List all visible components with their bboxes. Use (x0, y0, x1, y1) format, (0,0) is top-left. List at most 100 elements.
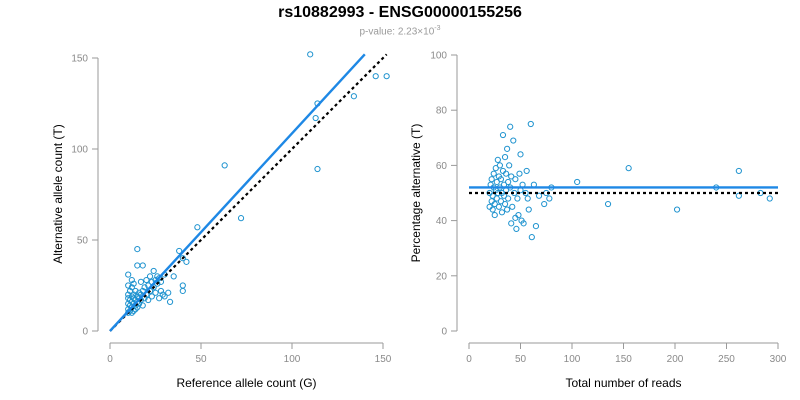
y-tick-label: 0 (82, 327, 88, 338)
data-point (148, 293, 155, 300)
data-point (520, 220, 527, 227)
data-point (150, 267, 157, 275)
panel-allele-counts: 0 50 100 150 0 50 100 150 Reference allele count… (51, 51, 392, 390)
data-point (307, 51, 314, 58)
data-point (504, 145, 511, 152)
data-point (490, 170, 497, 177)
data-point (508, 173, 515, 180)
data-point (488, 176, 495, 183)
data-point (314, 165, 321, 173)
data-point (525, 206, 532, 213)
data-point (139, 262, 146, 269)
data-point (735, 167, 742, 175)
x-tick-label: 300 (770, 354, 787, 365)
data-point (574, 178, 581, 186)
data-point (517, 151, 524, 158)
data-point (766, 195, 773, 202)
data-point (504, 206, 511, 213)
data-point (125, 282, 132, 289)
data-point (496, 162, 503, 169)
data-point (498, 209, 506, 216)
data-point (514, 195, 521, 202)
data-point (350, 93, 357, 100)
x-tick-label: 150 (615, 354, 632, 365)
data-point (491, 200, 498, 208)
data-point (541, 200, 548, 208)
data-point (166, 298, 174, 305)
data-point (134, 262, 141, 269)
data-point (145, 296, 152, 304)
data-point (604, 200, 612, 208)
data-point (128, 276, 135, 284)
data-point (143, 276, 150, 284)
data-point (497, 176, 505, 183)
data-point (502, 170, 510, 177)
data-point (132, 287, 139, 295)
data-point (179, 255, 186, 262)
data-point (130, 280, 137, 287)
data-point (152, 289, 159, 296)
data-point (179, 287, 186, 295)
x-tick-label: 0 (466, 354, 472, 365)
data-point (372, 73, 379, 80)
data-point (161, 293, 168, 300)
data-point (516, 170, 523, 177)
data-point (512, 176, 519, 183)
data-point (523, 167, 530, 175)
data-point (508, 220, 515, 227)
data-point (510, 137, 517, 144)
data-point (137, 278, 145, 285)
data-point (527, 120, 534, 128)
data-point (535, 192, 543, 199)
y-tick-label: 150 (71, 54, 88, 65)
data-point (513, 225, 520, 232)
data-point (176, 247, 183, 255)
data-point (497, 198, 505, 205)
data-point (492, 165, 499, 172)
panel-percentage-alternative: 0 50 100 150 200 250 300 0 20 40 60 80 100 Total numb… (409, 51, 787, 391)
x-axis-title: Reference allele count (G) (176, 376, 316, 390)
data-point (156, 295, 163, 302)
data-point (673, 206, 681, 213)
y-axis-title: Percentage alternative (T) (409, 124, 423, 263)
data-point (735, 192, 742, 199)
y-tick-label: 80 (436, 106, 448, 117)
data-point (146, 273, 154, 280)
y-tick-label: 0 (441, 327, 447, 338)
data-point (130, 291, 137, 298)
data-point (500, 192, 508, 199)
data-point (134, 293, 141, 300)
data-point (221, 162, 228, 169)
data-point (183, 258, 190, 265)
y-tick-label: 40 (436, 216, 448, 227)
y-axis-title: Alternative allele count (T) (51, 124, 65, 263)
chart-subtitle: p-value: 2.23×10-3 (0, 25, 800, 37)
data-point (159, 291, 166, 298)
x-tick-label: 50 (195, 354, 207, 365)
data-point (491, 211, 498, 219)
fit-line (109, 53, 366, 332)
x-axis-title: Total number of reads (565, 376, 681, 390)
data-point (237, 215, 245, 222)
data-point (157, 287, 165, 295)
y-tick-label: 60 (436, 161, 448, 172)
data-point (507, 123, 514, 130)
data-point (170, 273, 177, 280)
data-point (165, 289, 172, 296)
data-point (141, 284, 148, 291)
data-point (495, 203, 502, 210)
data-point (625, 165, 632, 172)
x-tick-label: 150 (375, 354, 392, 365)
y-tick-label: 100 (430, 51, 447, 62)
x-tick-label: 50 (515, 354, 527, 365)
data-point (509, 203, 516, 210)
data-point (515, 211, 522, 219)
data-point (136, 289, 143, 296)
data-point (499, 131, 507, 139)
data-point (179, 282, 186, 289)
data-point (489, 192, 496, 199)
y-tick-label: 20 (436, 271, 448, 282)
data-point (524, 195, 531, 202)
